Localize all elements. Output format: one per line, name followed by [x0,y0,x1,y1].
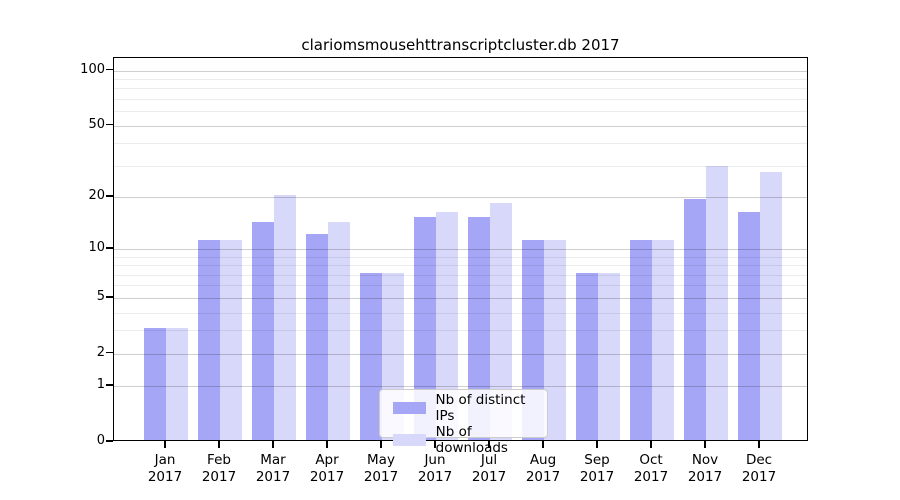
bar-apr-ips [306,233,328,440]
y-tick-label: 10 [88,239,105,255]
bar-oct-ips [630,240,652,440]
legend-swatch-downloads [393,434,426,446]
bar-sep-ips [576,272,598,440]
x-tick-label-jan: Jan 2017 [135,452,195,486]
y-tick-label: 5 [96,288,105,304]
legend-label-downloads: Nb of downloads [435,424,508,456]
y-tick-label: 50 [88,116,105,132]
bar-feb-downloads [220,240,242,440]
x-tick-month: Feb [207,452,231,468]
bar-mar-downloads [274,194,296,440]
bar-jun-ips [414,216,436,440]
x-tick-label-mar: Mar 2017 [243,452,303,486]
legend-swatch-distinct-ips [393,402,426,414]
y-tick-mark [106,384,113,386]
x-tick-label-jul: Jul 2017 [459,452,519,486]
y-tick-label: 1 [96,377,105,393]
x-tick-month: Jun [424,452,446,468]
x-tick-month: Mar [260,452,286,468]
x-tick-year: 2017 [201,469,237,485]
x-tick-label-jun: Jun 2017 [405,452,465,486]
bar-may-ips [360,272,382,440]
y-tick-mark [106,296,113,298]
y-tick-label: 2 [96,344,105,360]
x-tick-month: Oct [639,452,663,468]
y-tick-mark [106,351,113,354]
x-tick-label-feb: Feb 2017 [189,452,249,486]
x-tick-year: 2017 [579,469,615,485]
x-tick-mark [164,441,166,448]
x-tick-mark [434,441,436,448]
bar-aug-downloads [544,240,566,440]
legend-entry-downloads: Nb of downloads [380,424,547,456]
x-tick-mark [758,441,760,448]
x-tick-year: 2017 [147,469,183,485]
x-tick-month: Nov [691,452,719,468]
bar-dec-ips [738,212,760,440]
bar-mar-ips [252,222,274,440]
y-tick-label: 0 [96,433,105,448]
x-tick-mark [596,441,598,448]
x-tick-month: Aug [529,452,557,468]
x-tick-month: Jul [480,452,498,468]
x-tick-mark [488,441,490,448]
plot-area: Nb of distinct IPs Nb of downloads [113,57,808,456]
bar-feb-ips [198,240,220,440]
x-tick-year: 2017 [363,469,399,485]
bar-jun-downloads [436,212,458,440]
x-tick-mark [650,441,652,448]
x-tick-month: May [367,452,395,468]
x-tick-label-nov: Nov 2017 [675,452,735,486]
bar-nov-ips [684,198,706,440]
bar-jul-ips [468,216,490,440]
bar-oct-downloads [652,240,674,440]
x-tick-label-sep: Sep 2017 [567,452,627,486]
x-tick-label-aug: Aug 2017 [513,452,573,486]
x-tick-month: Dec [745,452,773,468]
y-tick-mark [106,68,113,71]
x-tick-year: 2017 [255,469,291,485]
bar-nov-downloads [706,166,728,440]
legend-label-distinct-ips: Nb of distinct IPs [435,392,526,424]
x-tick-mark [380,441,382,448]
x-tick-mark [542,441,544,448]
x-tick-year: 2017 [633,469,669,485]
bar-dec-downloads [760,171,782,440]
bar-jul-downloads [490,203,512,440]
y-tick-mark [106,195,113,197]
x-tick-year: 2017 [309,469,345,485]
x-tick-year: 2017 [687,469,723,485]
bars-layer [114,58,807,440]
x-tick-label-apr: Apr 2017 [297,452,357,486]
x-tick-mark [272,441,274,448]
x-tick-label-may: May 2017 [351,452,411,486]
chart-title: clariomsmousehttranscriptcluster.db 2017 [301,36,620,54]
y-tick-mark [106,123,113,126]
x-tick-mark [704,441,706,448]
bar-jan-downloads [166,328,188,440]
x-tick-label-dec: Dec 2017 [729,452,789,486]
x-tick-month: Apr [315,452,339,468]
bar-sep-downloads [598,272,620,440]
y-tick-mark [106,440,113,442]
x-tick-month: Jan [154,452,176,468]
x-tick-year: 2017 [471,469,507,485]
y-tick-label: 20 [88,187,105,203]
legend-entry-distinct-ips: Nb of distinct IPs [380,392,547,424]
x-tick-year: 2017 [525,469,561,485]
x-tick-month: Sep [584,452,610,468]
x-tick-year: 2017 [741,469,777,485]
x-tick-year: 2017 [417,469,453,485]
y-tick-label: 100 [80,61,105,77]
bar-apr-downloads [328,222,350,440]
bar-jan-ips [144,328,166,440]
x-tick-mark [218,441,220,448]
x-tick-label-oct: Oct 2017 [621,452,681,486]
legend: Nb of distinct IPs Nb of downloads [379,389,548,456]
y-tick-mark [106,247,113,249]
x-tick-mark [326,441,328,448]
